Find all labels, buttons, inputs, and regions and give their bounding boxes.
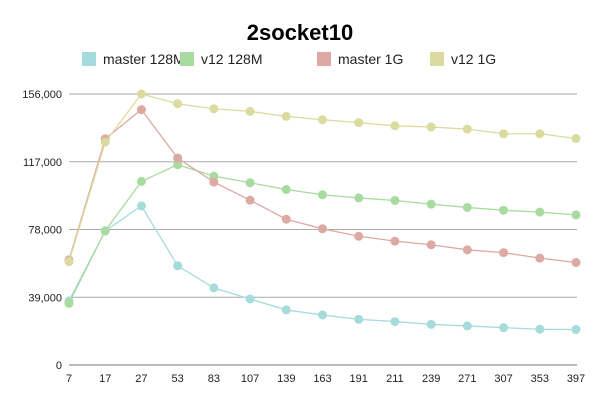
data-point: [354, 118, 364, 128]
data-point: [173, 160, 183, 170]
data-point: [499, 323, 509, 333]
x-tick-label: 27: [135, 373, 147, 385]
x-tick-label: 107: [241, 373, 259, 385]
data-point: [535, 324, 545, 334]
series-v12-128m: [64, 160, 581, 308]
legend-item: master 1G: [317, 51, 403, 67]
x-axis-ticks: 7 17 27 53 83 107 139 163 191 211 239 271 307 353 397: [66, 373, 585, 385]
data-point: [462, 124, 472, 134]
legend-label: v12 1G: [451, 51, 496, 67]
x-tick-label: 17: [99, 373, 111, 385]
data-point: [318, 190, 327, 200]
series-group: [64, 89, 581, 335]
series-line: [68, 164, 577, 304]
data-point: [136, 176, 146, 186]
data-point: [571, 325, 581, 335]
legend-swatch: [82, 52, 96, 66]
data-point: [100, 226, 110, 236]
data-point: [354, 231, 364, 241]
y-tick-label: 39,000: [28, 292, 62, 304]
data-point: [535, 129, 545, 139]
data-point: [426, 199, 436, 209]
data-point: [571, 258, 581, 268]
data-point: [390, 121, 400, 131]
data-point: [173, 99, 183, 109]
data-point: [499, 129, 509, 139]
data-point: [209, 177, 219, 187]
data-point: [281, 305, 291, 315]
data-point: [245, 106, 255, 116]
data-point: [209, 104, 219, 114]
data-point: [535, 207, 545, 217]
legend-label: master 128M: [103, 51, 185, 67]
data-point: [390, 195, 400, 205]
data-point: [318, 115, 327, 125]
data-point: [136, 201, 146, 211]
x-tick-label: 139: [277, 373, 295, 385]
data-point: [571, 133, 581, 143]
legend: master 128M v12 128M master 1G v12 1G: [82, 51, 496, 67]
data-point: [499, 205, 509, 215]
data-point: [535, 253, 545, 263]
x-tick-label: 271: [458, 373, 476, 385]
chart-title: 2socket10: [247, 20, 353, 45]
data-point: [318, 310, 327, 320]
data-point: [173, 153, 183, 163]
x-tick-label: 307: [494, 373, 512, 385]
data-point: [245, 195, 255, 205]
y-axis-ticks: 0 39,000 78,000 117,000 156,000: [22, 89, 62, 372]
data-point: [426, 319, 436, 329]
data-point: [462, 245, 472, 255]
series-v12-1g: [64, 89, 581, 267]
data-point: [390, 236, 400, 246]
series-master-128m: [64, 201, 581, 335]
legend-item: v12 1G: [430, 51, 496, 67]
x-tick-label: 191: [350, 373, 368, 385]
x-tick-label: 353: [531, 373, 549, 385]
x-tick-label: 7: [66, 373, 72, 385]
data-point: [173, 261, 183, 271]
x-tick-label: 83: [208, 373, 220, 385]
y-tick-label: 78,000: [28, 225, 62, 237]
data-point: [281, 185, 291, 195]
y-tick-label: 0: [56, 360, 62, 372]
data-point: [390, 317, 400, 327]
data-point: [426, 240, 436, 250]
data-point: [136, 105, 146, 115]
x-tick-label: 53: [172, 373, 184, 385]
data-point: [354, 193, 364, 203]
data-point: [245, 178, 255, 188]
legend-swatch: [430, 52, 444, 66]
data-point: [209, 283, 219, 293]
legend-item: v12 128M: [180, 51, 262, 67]
data-point: [499, 248, 509, 258]
legend-label: v12 128M: [201, 51, 262, 67]
y-tick-label: 156,000: [22, 89, 62, 101]
legend-swatch: [317, 52, 331, 66]
data-point: [100, 137, 110, 147]
data-point: [571, 210, 581, 220]
data-point: [318, 224, 327, 234]
data-point: [462, 202, 472, 212]
data-point: [281, 214, 291, 224]
y-tick-label: 117,000: [23, 157, 62, 169]
data-point: [136, 89, 146, 99]
data-point: [245, 294, 255, 304]
x-tick-label: 397: [567, 373, 585, 385]
data-point: [281, 111, 291, 121]
legend-label: master 1G: [338, 51, 403, 67]
x-tick-label: 163: [313, 373, 331, 385]
legend-swatch: [180, 52, 194, 66]
x-tick-label: 211: [386, 373, 404, 385]
series-master-1g: [64, 105, 581, 268]
data-point: [64, 257, 74, 267]
data-point: [64, 298, 74, 308]
x-tick-label: 239: [422, 373, 440, 385]
data-point: [426, 122, 436, 132]
legend-item: master 128M: [82, 51, 185, 67]
data-point: [354, 314, 364, 324]
data-point: [462, 321, 472, 331]
